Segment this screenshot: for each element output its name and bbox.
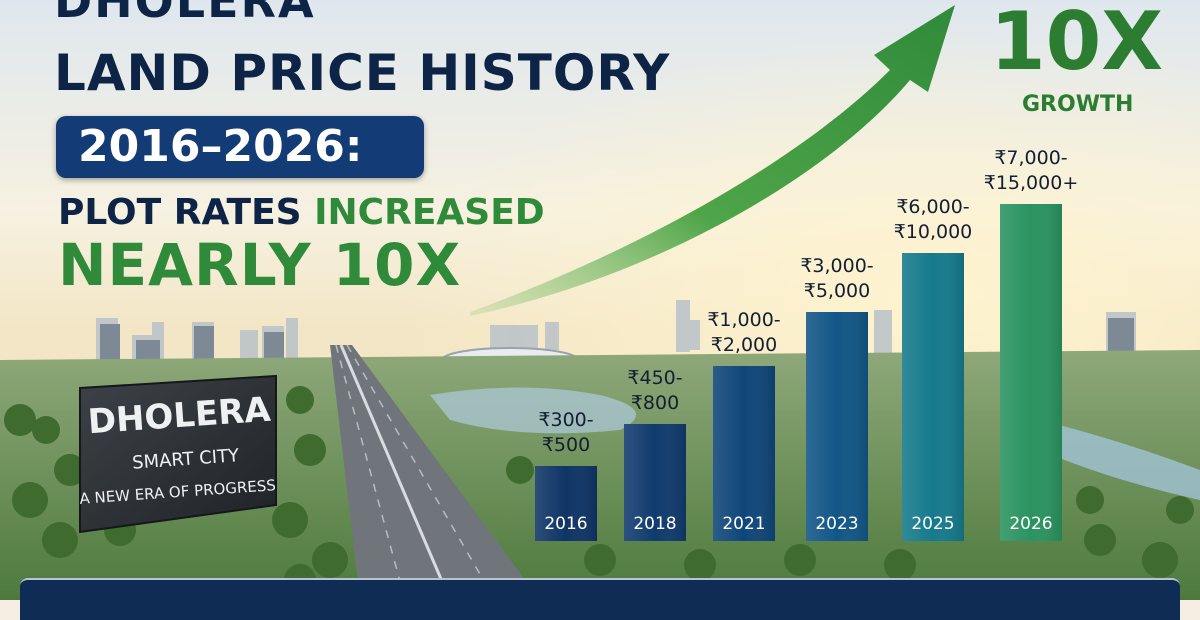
bar-chart: 2016 2018 2021 2023 2025 2026: [535, 204, 1062, 541]
subtitle-increased: INCREASED: [314, 192, 545, 233]
price-label-2021: ₹1,000- ₹2,000: [679, 308, 809, 358]
year-label-2023: 2023: [815, 514, 858, 534]
year-range-text: 2016–2026:: [78, 121, 363, 172]
bar-shade-2026: [1000, 204, 1062, 541]
highway: [330, 345, 540, 600]
price-label-line: ₹3,000-: [800, 255, 874, 277]
year-label-2021: 2021: [722, 514, 765, 534]
growth-word: GROWTH: [1022, 92, 1134, 117]
price-label-line: ₹15,000+: [983, 172, 1079, 194]
growth-arrow: [470, 5, 955, 316]
subtitle-line-1: PLOT RATES INCREASED: [58, 195, 545, 231]
price-label-line: ₹5,000: [803, 280, 871, 302]
price-label-line: ₹1,000-: [707, 309, 781, 331]
year-label-2018: 2018: [633, 514, 676, 534]
subtitle-plot-rates: PLOT RATES: [58, 192, 302, 233]
bar-shade-2016: [535, 466, 597, 541]
river: [1040, 420, 1200, 500]
price-label-line: ₹6,000-: [896, 196, 970, 218]
subtitle-nearly-10x: NEARLY 10X: [58, 231, 462, 299]
title-top-word: DHOLERA: [54, 0, 316, 28]
highway-lane-right: [346, 344, 496, 600]
price-label-2016: ₹300- ₹500: [501, 408, 631, 458]
price-label-line: ₹800: [630, 392, 680, 414]
bar-shade-2023: [806, 312, 868, 541]
price-label-line: ₹2,000: [710, 334, 778, 356]
bar-shade-2025: [902, 253, 964, 541]
highway-lanes: [339, 344, 452, 600]
page-title: LAND PRICE HISTORY: [54, 44, 671, 102]
price-label-line: ₹7,000-: [994, 147, 1068, 169]
price-label-line: ₹10,000: [893, 221, 973, 243]
bar-shade-2018: [624, 424, 686, 541]
price-label-2026: ₹7,000- ₹15,000+: [966, 146, 1096, 196]
growth-multiplier: 10X: [990, 0, 1164, 88]
price-label-2025: ₹6,000- ₹10,000: [868, 195, 998, 245]
price-label-line: ₹450-: [627, 367, 683, 389]
price-label-line: ₹500: [541, 434, 591, 456]
price-label-2018: ₹450- ₹800: [590, 366, 720, 416]
lake: [430, 387, 636, 434]
price-label-line: ₹300-: [538, 409, 594, 431]
year-label-2016: 2016: [544, 514, 587, 534]
price-label-2023: ₹3,000- ₹5,000: [772, 254, 902, 304]
year-label-2026: 2026: [1009, 514, 1052, 534]
year-label-2025: 2025: [911, 514, 954, 534]
bottom-band: [20, 578, 1180, 620]
year-range-badge: 2016–2026:: [56, 116, 424, 178]
city-sign: DHOLERA SMART CITY A NEW ERA OF PROGRESS: [79, 374, 277, 534]
bar-shade-2021: [713, 366, 775, 541]
scene: DHOLERA SMART CITY A NEW ERA OF PROGRESS…: [0, 0, 1200, 600]
highway-lane-left: [335, 344, 406, 600]
